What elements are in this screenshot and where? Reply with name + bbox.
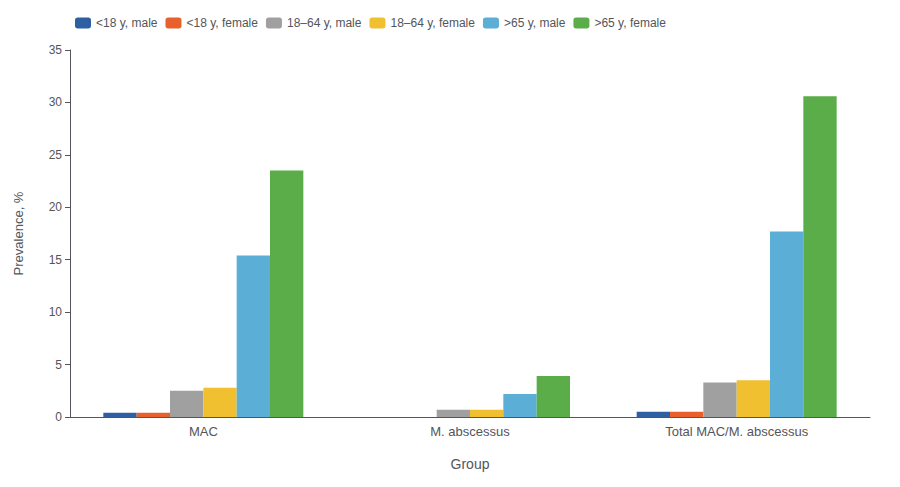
svg-text:25: 25 <box>49 148 63 162</box>
svg-text:<18 y, female: <18 y, female <box>186 16 258 30</box>
svg-text:M. abscessus: M. abscessus <box>430 424 510 439</box>
svg-text:18–64 y, male: 18–64 y, male <box>287 16 362 30</box>
svg-text:18–64 y, female: 18–64 y, female <box>390 16 475 30</box>
svg-text:30: 30 <box>49 95 63 109</box>
svg-text:Group: Group <box>451 456 490 472</box>
svg-text:Total MAC/M. abscessus: Total MAC/M. abscessus <box>665 424 809 439</box>
svg-text:35: 35 <box>49 43 63 57</box>
svg-text:MAC: MAC <box>189 424 218 439</box>
svg-text:20: 20 <box>49 200 63 214</box>
svg-text:0: 0 <box>55 410 62 424</box>
svg-text:>65 y, female: >65 y, female <box>594 16 666 30</box>
svg-text:15: 15 <box>49 253 63 267</box>
svg-text:<18 y, male: <18 y, male <box>96 16 158 30</box>
svg-text:5: 5 <box>55 358 62 372</box>
svg-text:>65 y, male: >65 y, male <box>504 16 566 30</box>
svg-text:Prevalence, %: Prevalence, % <box>11 191 26 275</box>
svg-text:10: 10 <box>49 305 63 319</box>
